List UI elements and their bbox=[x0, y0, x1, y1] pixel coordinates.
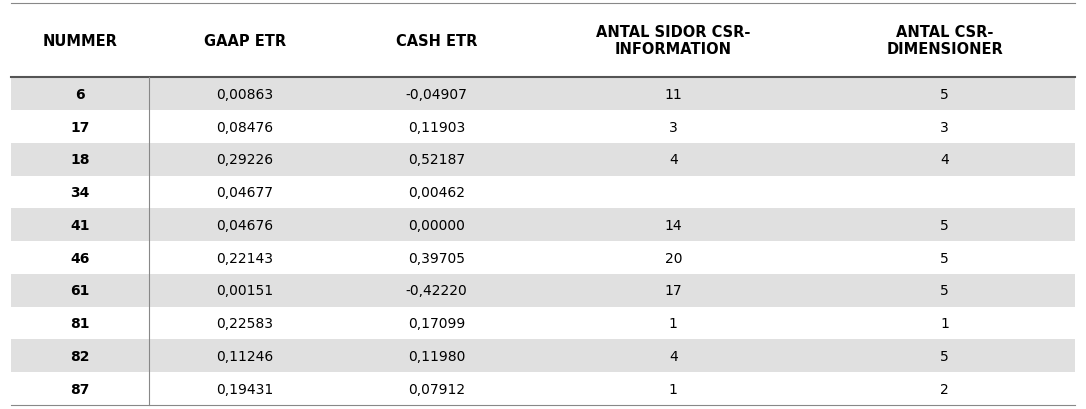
Text: 0,19431: 0,19431 bbox=[216, 382, 274, 396]
Bar bbox=[11, 274, 1075, 307]
Text: -0,04907: -0,04907 bbox=[406, 88, 467, 101]
Text: 4: 4 bbox=[669, 349, 678, 363]
Text: 0,22583: 0,22583 bbox=[216, 316, 274, 330]
Text: 0,08476: 0,08476 bbox=[216, 120, 274, 134]
Text: 6: 6 bbox=[75, 88, 85, 101]
Text: 17: 17 bbox=[71, 120, 90, 134]
Text: 5: 5 bbox=[940, 349, 949, 363]
Bar bbox=[11, 4, 1075, 78]
Text: ANTAL CSR-
DIMENSIONER: ANTAL CSR- DIMENSIONER bbox=[886, 25, 1003, 57]
Text: 82: 82 bbox=[71, 349, 90, 363]
Text: GAAP ETR: GAAP ETR bbox=[204, 34, 286, 49]
Bar bbox=[11, 111, 1075, 144]
Text: ANTAL SIDOR CSR-
INFORMATION: ANTAL SIDOR CSR- INFORMATION bbox=[596, 25, 750, 57]
Text: 34: 34 bbox=[71, 186, 90, 200]
Text: 81: 81 bbox=[71, 316, 90, 330]
Bar bbox=[11, 339, 1075, 372]
Text: 5: 5 bbox=[940, 88, 949, 101]
Text: 3: 3 bbox=[940, 120, 949, 134]
Bar bbox=[11, 242, 1075, 274]
Text: -0,42220: -0,42220 bbox=[406, 283, 467, 298]
Text: 41: 41 bbox=[71, 218, 90, 232]
Bar bbox=[11, 176, 1075, 209]
Text: 0,22143: 0,22143 bbox=[216, 251, 274, 265]
Text: 46: 46 bbox=[71, 251, 90, 265]
Text: 0,04677: 0,04677 bbox=[216, 186, 274, 200]
Text: 4: 4 bbox=[940, 153, 949, 167]
Text: 0,00151: 0,00151 bbox=[216, 283, 274, 298]
Text: 2: 2 bbox=[940, 382, 949, 396]
Text: 20: 20 bbox=[665, 251, 682, 265]
Text: 5: 5 bbox=[940, 283, 949, 298]
Text: 0,11980: 0,11980 bbox=[408, 349, 465, 363]
Text: 0,00462: 0,00462 bbox=[408, 186, 465, 200]
Text: 17: 17 bbox=[665, 283, 682, 298]
Text: 0,29226: 0,29226 bbox=[216, 153, 274, 167]
Text: 0,07912: 0,07912 bbox=[408, 382, 465, 396]
Text: 0,52187: 0,52187 bbox=[408, 153, 465, 167]
Bar bbox=[11, 144, 1075, 176]
Text: 0,17099: 0,17099 bbox=[408, 316, 465, 330]
Text: 1: 1 bbox=[940, 316, 949, 330]
Text: CASH ETR: CASH ETR bbox=[396, 34, 477, 49]
Bar bbox=[11, 307, 1075, 339]
Text: 5: 5 bbox=[940, 218, 949, 232]
Text: NUMMER: NUMMER bbox=[42, 34, 117, 49]
Bar bbox=[11, 209, 1075, 242]
Text: 1: 1 bbox=[669, 382, 678, 396]
Text: 14: 14 bbox=[665, 218, 682, 232]
Text: 4: 4 bbox=[669, 153, 678, 167]
Text: 0,04676: 0,04676 bbox=[216, 218, 274, 232]
Text: 3: 3 bbox=[669, 120, 678, 134]
Text: 5: 5 bbox=[940, 251, 949, 265]
Text: 61: 61 bbox=[71, 283, 90, 298]
Text: 11: 11 bbox=[665, 88, 682, 101]
Bar bbox=[11, 78, 1075, 111]
Text: 0,11246: 0,11246 bbox=[216, 349, 274, 363]
Bar bbox=[11, 372, 1075, 405]
Text: 87: 87 bbox=[71, 382, 90, 396]
Text: 18: 18 bbox=[71, 153, 90, 167]
Text: 0,11903: 0,11903 bbox=[408, 120, 465, 134]
Text: 0,00000: 0,00000 bbox=[408, 218, 465, 232]
Text: 0,39705: 0,39705 bbox=[408, 251, 465, 265]
Text: 0,00863: 0,00863 bbox=[216, 88, 274, 101]
Text: 1: 1 bbox=[669, 316, 678, 330]
